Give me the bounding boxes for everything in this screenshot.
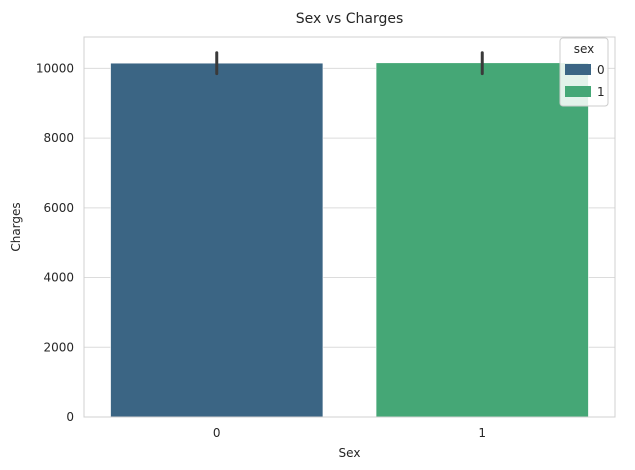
y-tick-label: 10000 [36, 61, 74, 75]
bars [110, 62, 589, 418]
x-tick-label: 0 [213, 426, 221, 440]
legend-swatch-1 [565, 86, 591, 97]
y-tick-label: 4000 [43, 271, 74, 285]
legend: sex 01 [559, 37, 609, 107]
y-tick-labels: 0 2000 4000 6000 8000 10000 [36, 61, 74, 424]
y-tick-label: 6000 [43, 201, 74, 215]
legend-entry-label: 1 [597, 85, 605, 99]
y-tick-label: 2000 [43, 340, 74, 354]
x-tick-label: 1 [478, 426, 486, 440]
bar-0 [110, 62, 324, 418]
plot-frame [83, 36, 616, 418]
y-tick-label: 0 [66, 410, 74, 424]
bar-1 [375, 62, 589, 418]
legend-entry-label: 0 [597, 63, 605, 77]
y-axis-label: Charges [9, 202, 23, 251]
error-bars [215, 51, 484, 76]
chart-title: Sex vs Charges [296, 11, 404, 27]
legend-swatch-0 [565, 64, 591, 75]
legend-entries: 01 [565, 63, 605, 99]
y-tick-label: 8000 [43, 131, 74, 145]
legend-title: sex [574, 42, 595, 56]
x-axis-label: Sex [339, 446, 361, 460]
